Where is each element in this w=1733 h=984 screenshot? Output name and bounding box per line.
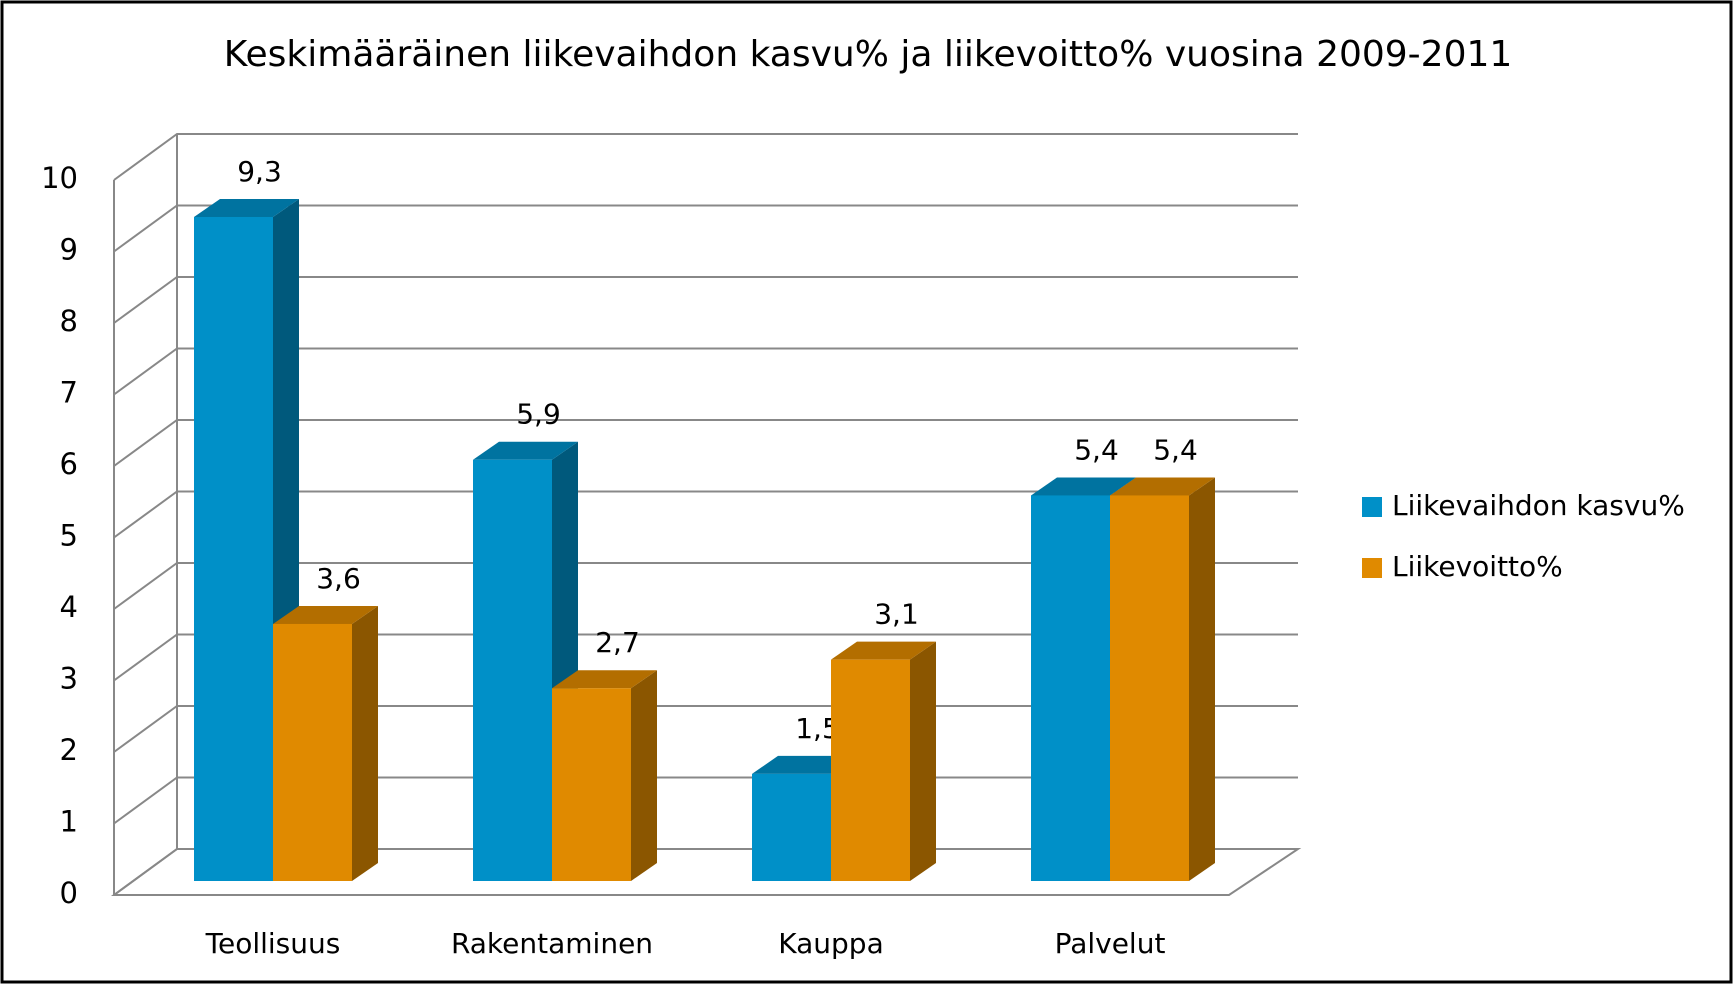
bar-top [752,755,857,774]
chart-title: Keskimääräinen liikevaihdon kasvu% ja li… [224,34,1513,75]
y-tick-label: 10 [41,161,78,195]
grid-line [113,276,1298,324]
data-label: 9,3 [237,155,282,188]
bar-top [552,670,657,689]
bar-top [473,441,578,460]
y-tick-label: 6 [60,447,78,481]
y-tick-label: 1 [60,805,78,839]
y-tick-label: 2 [60,733,78,767]
grid-line [113,419,1298,467]
data-label: 3,1 [874,598,919,631]
bar-side [352,605,378,881]
y-tick-label: 0 [60,876,78,910]
x-tick-label: Kauppa [778,927,883,960]
legend-label: Liikevaihdon kasvu% [1392,489,1685,522]
y-tick-label: 9 [60,233,78,267]
x-tick-label: Teollisuus [205,927,341,960]
grid-line [113,133,1298,181]
bar [1031,495,1110,881]
y-tick-label: 8 [60,304,78,338]
x-tick-label: Rakentaminen [451,927,653,960]
data-label: 5,4 [1074,433,1119,466]
x-tick-label: Palvelut [1055,927,1166,960]
bar-top [1031,477,1136,496]
grid-line [113,633,1298,682]
data-label: 3,6 [316,562,361,595]
bar [752,773,831,881]
legend-swatch [1362,497,1382,517]
bar [552,688,631,881]
bar-side [1189,477,1215,881]
bar-side [631,670,657,881]
y-tick-label: 3 [60,662,78,696]
bar [473,459,552,881]
bar [194,216,273,882]
bar-top [273,605,378,624]
bar [273,623,352,881]
legend-label: Liikevoitto% [1392,550,1563,583]
bar [1110,495,1189,881]
grid-line [113,347,1298,396]
data-label: 2,7 [595,626,640,659]
grid-line [113,204,1298,253]
grid-line [113,562,1298,610]
grid-line [113,490,1298,539]
data-label: 5,9 [516,398,561,431]
bar [831,659,910,881]
bar-top [1110,477,1215,496]
y-tick-label: 7 [60,376,78,410]
legend-swatch [1362,558,1382,578]
data-label: 5,4 [1153,433,1198,466]
bar-top [194,198,299,217]
bar-side [910,641,936,881]
y-tick-label: 5 [60,519,78,553]
y-tick-label: 4 [60,590,78,624]
bar-top [831,641,936,660]
